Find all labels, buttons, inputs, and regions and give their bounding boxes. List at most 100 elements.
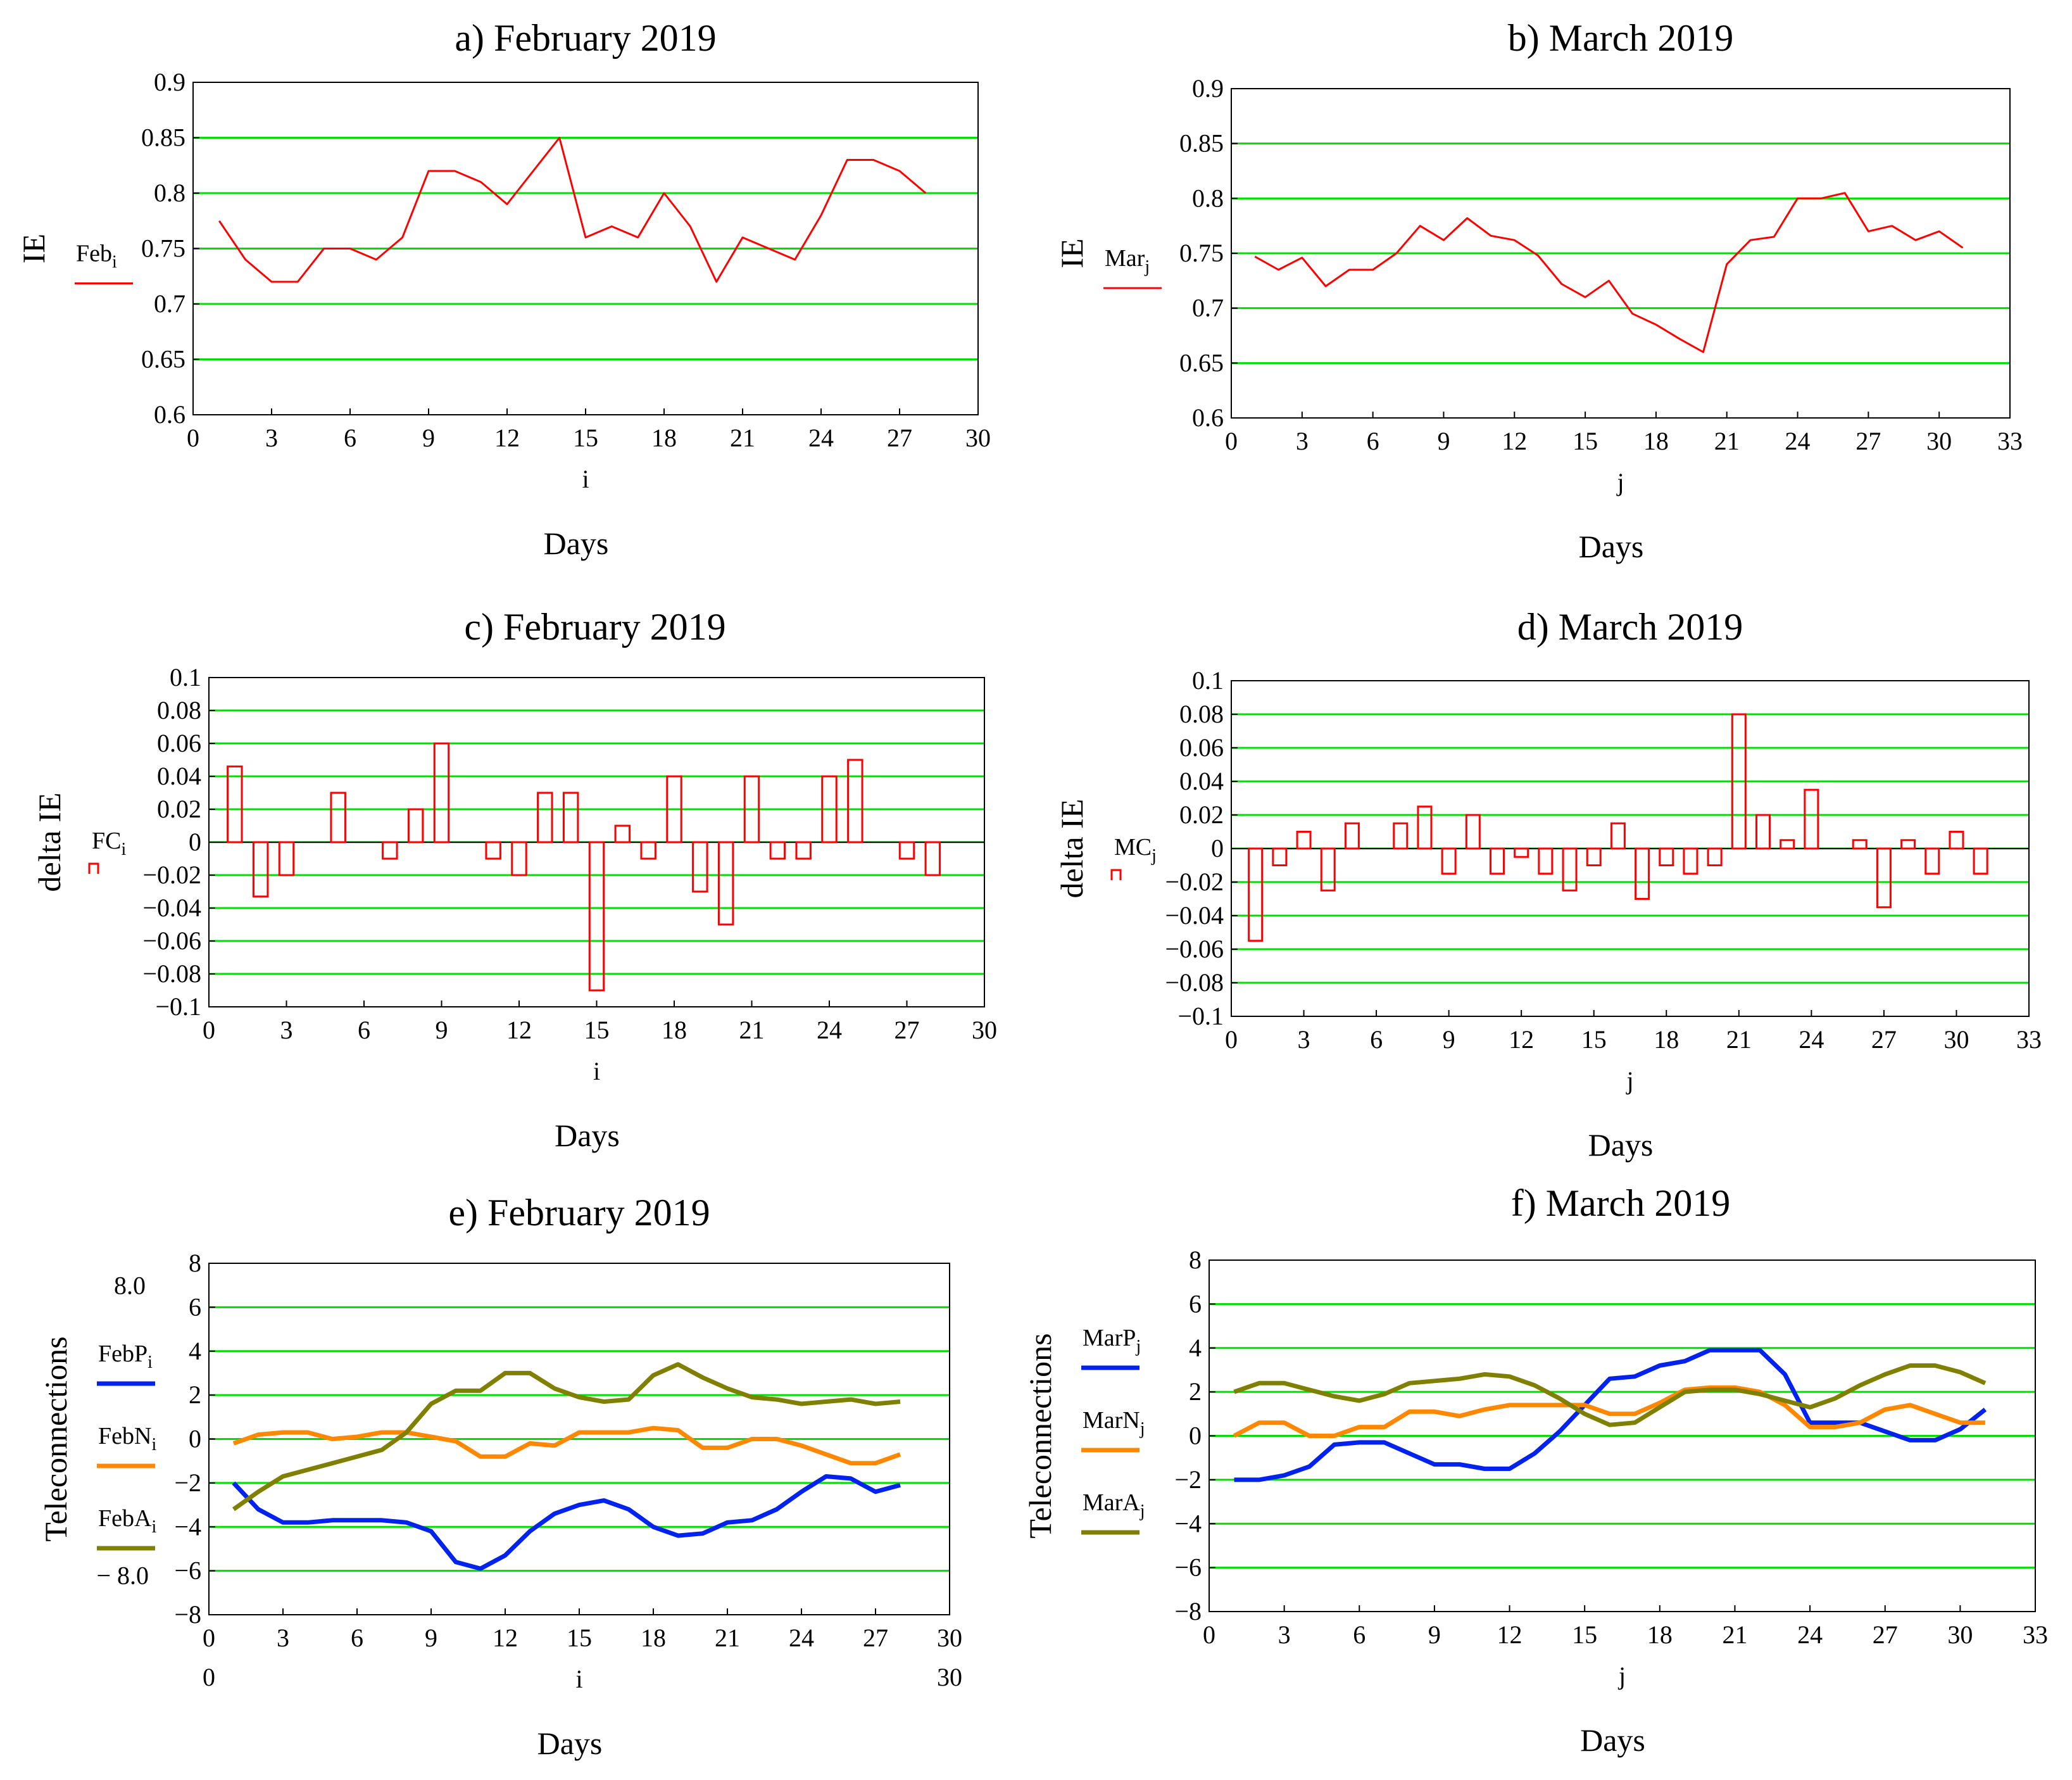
bar-fc <box>433 742 450 843</box>
bar-mc <box>1562 847 1578 892</box>
bar-mc <box>1490 847 1505 875</box>
x-tick-label: 24 <box>1799 1025 1824 1054</box>
y-tick-label: −0.02 <box>1165 868 1224 896</box>
x-tick-label: 3 <box>1278 1620 1291 1649</box>
x-tick-label: 3 <box>280 1016 293 1044</box>
x-tick-label: 18 <box>641 1624 666 1652</box>
legend-swatch-fc <box>88 862 99 874</box>
x-axis-title: Days <box>1579 529 1644 564</box>
x-tick-label: 0 <box>203 1624 215 1652</box>
x-tick-label: 0 <box>1225 427 1238 455</box>
bar-mc <box>1949 831 1964 850</box>
x-tick-label: 3 <box>265 424 278 452</box>
x-tick-label: 6 <box>344 424 356 452</box>
y-tick-label: −2 <box>174 1468 201 1497</box>
x-tick-label: 15 <box>1581 1025 1607 1054</box>
x-axis-title: Days <box>555 1118 620 1153</box>
bar-mc <box>1707 847 1723 866</box>
y-tick-label: 8 <box>189 1249 201 1277</box>
y-tick-label: 0.08 <box>157 696 201 724</box>
y-tick-label: 0.65 <box>141 345 185 374</box>
x-axis-title: Days <box>537 1726 603 1761</box>
x-tick-label: 6 <box>1367 427 1379 455</box>
y-axis-title: delta IE <box>1054 799 1089 899</box>
y-tick-label: 0.75 <box>1179 239 1224 267</box>
y-tick-label: −0.04 <box>142 893 201 922</box>
chart-title: b) March 2019 <box>1508 17 1734 59</box>
y-tick-label: 2 <box>189 1380 201 1409</box>
bar-fc <box>743 775 760 843</box>
bar-fc <box>614 824 631 843</box>
bar-mc <box>1514 847 1529 858</box>
y-tick-label: 0.08 <box>1179 700 1224 728</box>
bar-fc <box>252 841 269 898</box>
x-tick-label: 9 <box>1428 1620 1441 1649</box>
x-tick-label: 18 <box>1643 427 1669 455</box>
bar-fc <box>924 841 941 876</box>
x-tick-label: 9 <box>1443 1025 1455 1054</box>
bar-mc <box>1610 822 1626 850</box>
bar-mc <box>1344 822 1360 850</box>
series-line-febn <box>232 1425 901 1466</box>
bar-fc <box>562 792 579 843</box>
bar-fc <box>847 759 863 843</box>
y-tick-label: 0.02 <box>1179 800 1224 829</box>
y-axis-title: Teleconnections <box>1022 1333 1058 1538</box>
chart-title: e) February 2019 <box>448 1192 710 1234</box>
x-tick-label: 24 <box>789 1624 814 1652</box>
x-index-label: i <box>582 465 589 493</box>
x-tick-label: 15 <box>1573 427 1598 455</box>
x-index-label: j <box>1616 468 1624 496</box>
x-tick-label: 30 <box>1947 1620 1973 1649</box>
y-tick-label: 0.6 <box>154 400 185 429</box>
y-tick-label: 0.8 <box>1192 184 1224 212</box>
chart-title: a) February 2019 <box>455 17 716 59</box>
x-tick-label: 6 <box>351 1624 363 1652</box>
legend-label-mc: MCj <box>1114 834 1157 866</box>
bar-mc <box>1659 847 1674 866</box>
y-tick-label: −0.06 <box>1165 935 1224 963</box>
bar-mc <box>1755 814 1771 850</box>
series-line-marn <box>1233 1385 1985 1438</box>
bar-fc <box>330 792 346 843</box>
bar-mc <box>1852 839 1868 850</box>
x-tick-label: 27 <box>895 1016 920 1044</box>
bar-mc <box>1320 847 1336 892</box>
y-tick-label: −6 <box>1174 1553 1202 1582</box>
bar-mc <box>1973 847 1988 875</box>
legend-label-feb: Febi <box>76 241 117 272</box>
x-tick-label: 18 <box>662 1016 687 1044</box>
x-tick-label: 15 <box>584 1016 610 1044</box>
x-tick-label: 33 <box>2016 1025 2042 1054</box>
y-axis-title: Teleconnections <box>38 1336 73 1541</box>
series-line-feba <box>232 1362 901 1512</box>
x-tick-label: 21 <box>730 424 755 452</box>
y-tick-label: −0.04 <box>1165 901 1224 930</box>
x-tick-label: 15 <box>573 424 598 452</box>
x-tick-label: 30 <box>937 1624 962 1652</box>
bar-fc <box>692 841 708 893</box>
y-tick-label: 0.1 <box>1192 666 1224 695</box>
y-tick-label: −0.08 <box>1165 968 1224 997</box>
legend-label-feba: FebAi <box>98 1505 156 1537</box>
y-tick-label: 0.06 <box>1179 733 1224 762</box>
x-range-right: 30 <box>937 1663 962 1691</box>
x-tick-label: 21 <box>1726 1025 1752 1054</box>
y-tick-label: 0.85 <box>1179 129 1224 158</box>
x-tick-label: 9 <box>425 1624 437 1652</box>
x-index-label: j <box>1625 1066 1633 1095</box>
y-tick-label: 0 <box>1211 834 1224 862</box>
y-tick-label: −8 <box>174 1600 201 1629</box>
y-tick-label: −0.08 <box>142 959 201 988</box>
x-tick-label: 0 <box>1203 1620 1215 1649</box>
y-axis-title: IE <box>1054 238 1089 268</box>
legend-label-marn: MarNj <box>1083 1407 1145 1439</box>
x-tick-label: 30 <box>1943 1025 1969 1054</box>
x-tick-label: 15 <box>567 1624 592 1652</box>
y-tick-label: 0.04 <box>1179 767 1224 795</box>
series-line-mar <box>1254 192 1964 353</box>
bar-mc <box>1683 847 1698 875</box>
x-tick-label: 3 <box>1296 427 1309 455</box>
x-tick-label: 21 <box>1714 427 1740 455</box>
y-tick-label: 0 <box>1189 1422 1202 1450</box>
